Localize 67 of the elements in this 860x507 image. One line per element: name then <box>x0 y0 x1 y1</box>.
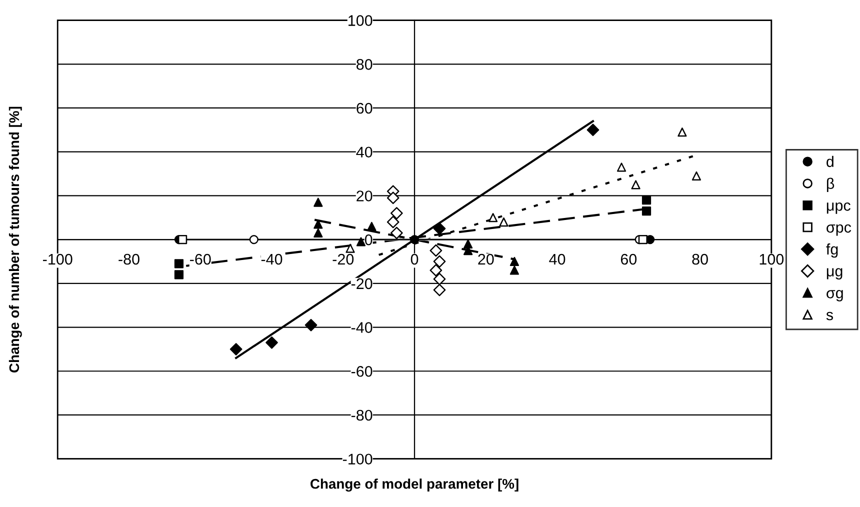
point <box>678 128 687 137</box>
y-tick-label: -60 <box>351 366 372 377</box>
legend-label: σpc <box>826 224 852 236</box>
x-tick-label: -100 <box>43 254 72 265</box>
x-tick-label: 80 <box>692 254 708 265</box>
legend-label: μpc <box>826 202 850 214</box>
point <box>346 244 355 253</box>
legend-label: d <box>826 156 834 168</box>
legend-label: s <box>826 312 834 320</box>
point <box>390 207 403 220</box>
point <box>433 222 446 235</box>
point <box>433 255 446 268</box>
x-tick-label: -40 <box>261 254 282 265</box>
y-tick-label: 0 <box>364 234 372 246</box>
point <box>314 228 323 238</box>
point <box>510 266 520 275</box>
y-tick-label: 100 <box>348 15 372 26</box>
legend-label: β <box>826 178 834 192</box>
point <box>499 217 508 227</box>
x-tick-label: -20 <box>332 254 354 265</box>
x-tick-label: 40 <box>549 254 566 265</box>
point <box>488 213 498 222</box>
point <box>390 226 403 240</box>
x-tick-label: -60 <box>190 254 211 265</box>
point <box>433 284 446 296</box>
y-tick-label: -80 <box>351 410 372 421</box>
point <box>356 237 366 246</box>
point <box>638 235 648 244</box>
point <box>510 256 520 266</box>
y-axis-title: Change of number of tumours found [%] <box>8 106 22 372</box>
x-axis-title: Change of model parameter [%] <box>310 478 518 492</box>
y-tick-label: 20 <box>356 190 372 202</box>
y-tick-label: -100 <box>342 454 372 465</box>
legend-label: fg <box>826 243 838 258</box>
point <box>249 235 258 244</box>
point <box>304 318 318 332</box>
legend-label: σg <box>826 290 843 302</box>
point <box>642 196 652 205</box>
point <box>433 272 446 286</box>
point <box>230 343 242 356</box>
point <box>367 222 376 231</box>
point <box>692 171 702 181</box>
point <box>178 235 188 244</box>
legend-label: μg <box>826 268 842 280</box>
point <box>586 124 600 136</box>
y-tick-label: 40 <box>356 146 372 158</box>
point <box>386 192 400 204</box>
point <box>430 244 442 257</box>
x-tick-label: 100 <box>760 254 784 265</box>
y-tick-label: 60 <box>356 102 372 114</box>
y-tick-label: -20 <box>351 278 372 290</box>
x-tick-label: 60 <box>620 254 637 265</box>
x-tick-label: 0 <box>410 254 418 265</box>
point <box>174 259 184 268</box>
point <box>410 235 420 244</box>
point <box>174 270 184 280</box>
x-tick-label: 20 <box>478 254 494 265</box>
point <box>616 162 626 172</box>
point <box>266 336 278 349</box>
point <box>430 264 442 276</box>
point <box>642 206 652 216</box>
x-tick-label: -80 <box>118 254 140 265</box>
y-tick-label: 80 <box>356 59 372 70</box>
point <box>386 216 400 228</box>
y-tick-label: -40 <box>351 322 372 333</box>
point <box>314 198 323 207</box>
point <box>631 180 640 190</box>
